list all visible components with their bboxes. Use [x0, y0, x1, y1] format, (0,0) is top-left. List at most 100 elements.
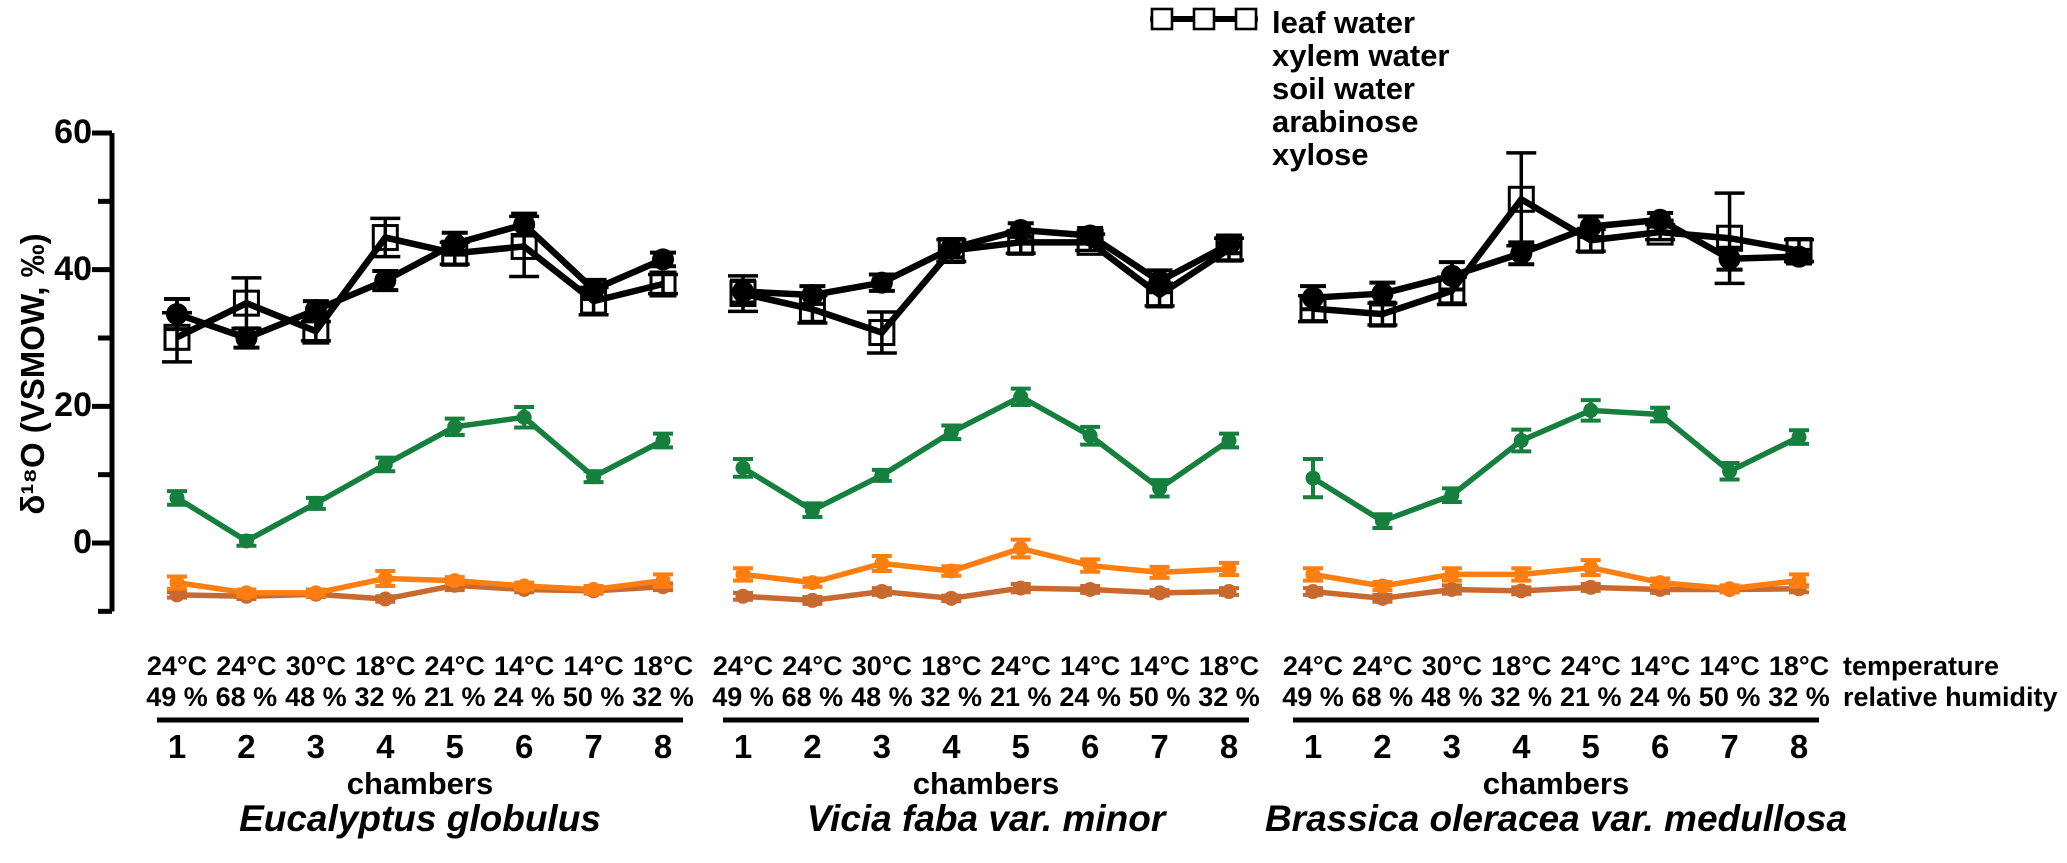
chamber-number: 2 — [803, 728, 822, 765]
data-point-xylem-water — [169, 575, 185, 591]
data-point-arabinose — [1510, 242, 1533, 265]
data-point-xylem-water — [1374, 578, 1390, 594]
temperature-label: 14°C — [1629, 651, 1691, 681]
data-point-leaf-water — [1444, 487, 1460, 503]
data-point-leaf-water — [1722, 463, 1738, 479]
data-point-leaf-water — [377, 456, 393, 472]
humidity-label: 21 % — [1559, 682, 1622, 712]
data-point-xylem-water — [1152, 564, 1168, 580]
chamber-number: 5 — [1011, 728, 1030, 765]
soil-water-marker-icon — [1148, 11, 1260, 102]
humidity-label: 49 % — [712, 682, 774, 712]
series-line-soil-water — [742, 585, 1230, 604]
data-point-xylem-water — [447, 573, 463, 589]
series-line-arabinose — [1312, 216, 1800, 301]
temperature-row-caption: temperature — [1843, 651, 2000, 681]
species-title-panel2: Vicia faba var. minor — [806, 798, 1166, 839]
humidity-label: 32 % — [1198, 682, 1260, 712]
data-point-xylose — [163, 323, 191, 351]
data-point-soil-water — [1444, 581, 1460, 597]
humidity-label: 32 % — [1490, 682, 1553, 712]
data-point-soil-water — [943, 590, 959, 606]
y-tick-label: 20 — [54, 386, 92, 425]
legend-label: soil water — [1272, 70, 1415, 106]
data-point-xylose — [937, 237, 965, 265]
legend: leaf water xylem water soil water arabin… — [1148, 4, 1450, 172]
temperature-label: 30°C — [851, 651, 913, 681]
humidity-label: 50 % — [1698, 682, 1761, 712]
data-point-xylose — [1076, 228, 1104, 256]
data-point-leaf-water — [943, 424, 959, 440]
data-point-leaf-water — [1013, 389, 1029, 405]
humidity-label: 68 % — [215, 682, 278, 712]
data-point-xylem-water — [586, 581, 602, 597]
temperature-label: 24°C — [990, 651, 1051, 681]
chamber-number: 6 — [1080, 728, 1100, 765]
data-point-leaf-water — [1652, 407, 1668, 423]
data-point-xylose — [1007, 228, 1035, 256]
data-point-leaf-water — [1374, 513, 1390, 529]
temperature-label: 18°C — [1768, 651, 1830, 681]
data-point-xylem-water — [804, 575, 820, 591]
temperature-label: 24°C — [712, 651, 774, 681]
data-point-leaf-water — [169, 490, 185, 506]
chambers-label-panel1: chambers — [346, 766, 494, 801]
data-point-leaf-water — [238, 533, 254, 549]
legend-item-xylem-water: xylem water — [1148, 11, 1450, 73]
humidity-row-caption: relative humidity — [1843, 682, 2058, 712]
temperature-label: 18°C — [1491, 651, 1552, 681]
data-point-xylem-water — [1722, 581, 1738, 597]
chamber-number: 7 — [584, 728, 603, 765]
data-point-soil-water — [1152, 585, 1168, 601]
series-line-leaf-water — [1311, 407, 1801, 525]
chamber-number: 3 — [306, 728, 326, 765]
temperature-label: 24°C — [424, 651, 485, 681]
data-point-soil-water — [1082, 581, 1098, 597]
data-point-xylose — [1146, 281, 1174, 309]
temperature-label: 18°C — [1198, 651, 1260, 681]
chamber-number: 2 — [1373, 728, 1392, 765]
legend-label: xylose — [1272, 136, 1369, 172]
chamber-number: 3 — [1442, 728, 1462, 765]
humidity-label: 24 % — [493, 682, 555, 712]
humidity-label: 48 % — [1421, 682, 1483, 712]
data-point-xylose — [1215, 235, 1243, 263]
humidity-label: 68 % — [1351, 682, 1414, 712]
temperature-label: 18°C — [355, 651, 416, 681]
chamber-number: 1 — [167, 728, 187, 765]
legend-label: xylem water — [1272, 37, 1450, 73]
humidity-label: 32 % — [354, 682, 417, 712]
data-point-xylose — [302, 317, 330, 345]
temperature-label: 24°C — [216, 651, 277, 681]
chamber-number: 1 — [1303, 728, 1323, 765]
data-point-xylose — [1785, 237, 1813, 265]
data-point-xylem-water — [516, 578, 532, 594]
temperature-label: 24°C — [146, 651, 208, 681]
data-point-xylem-water — [735, 566, 751, 582]
series-line-xylem-water — [176, 575, 664, 596]
data-point-xylose — [371, 224, 399, 252]
temperature-label: 14°C — [1059, 651, 1121, 681]
temperature-label: 14°C — [1129, 651, 1190, 681]
data-point-leaf-water — [447, 419, 463, 435]
data-point-leaf-water — [1583, 402, 1599, 418]
data-point-soil-water — [1221, 584, 1237, 600]
chamber-number: 7 — [1720, 728, 1739, 765]
data-point-arabinose — [235, 327, 258, 350]
data-point-xylem-water — [377, 571, 393, 587]
data-point-soil-water — [1013, 580, 1029, 596]
chamber-number: 5 — [1581, 728, 1600, 765]
chamber-number: 6 — [514, 728, 534, 765]
data-point-xylose — [798, 295, 826, 323]
data-point-leaf-water — [804, 502, 820, 518]
data-point-xylem-water — [1082, 558, 1098, 574]
species-title-panel3: Brassica oleracea var. medullosa — [1264, 798, 1848, 839]
legend-label: leaf water — [1272, 4, 1416, 40]
humidity-label: 68 % — [781, 682, 844, 712]
data-point-xylem-water — [1221, 561, 1237, 577]
humidity-label: 21 % — [423, 682, 486, 712]
data-point-xylose — [729, 280, 757, 308]
data-point-xylose — [1299, 295, 1327, 323]
